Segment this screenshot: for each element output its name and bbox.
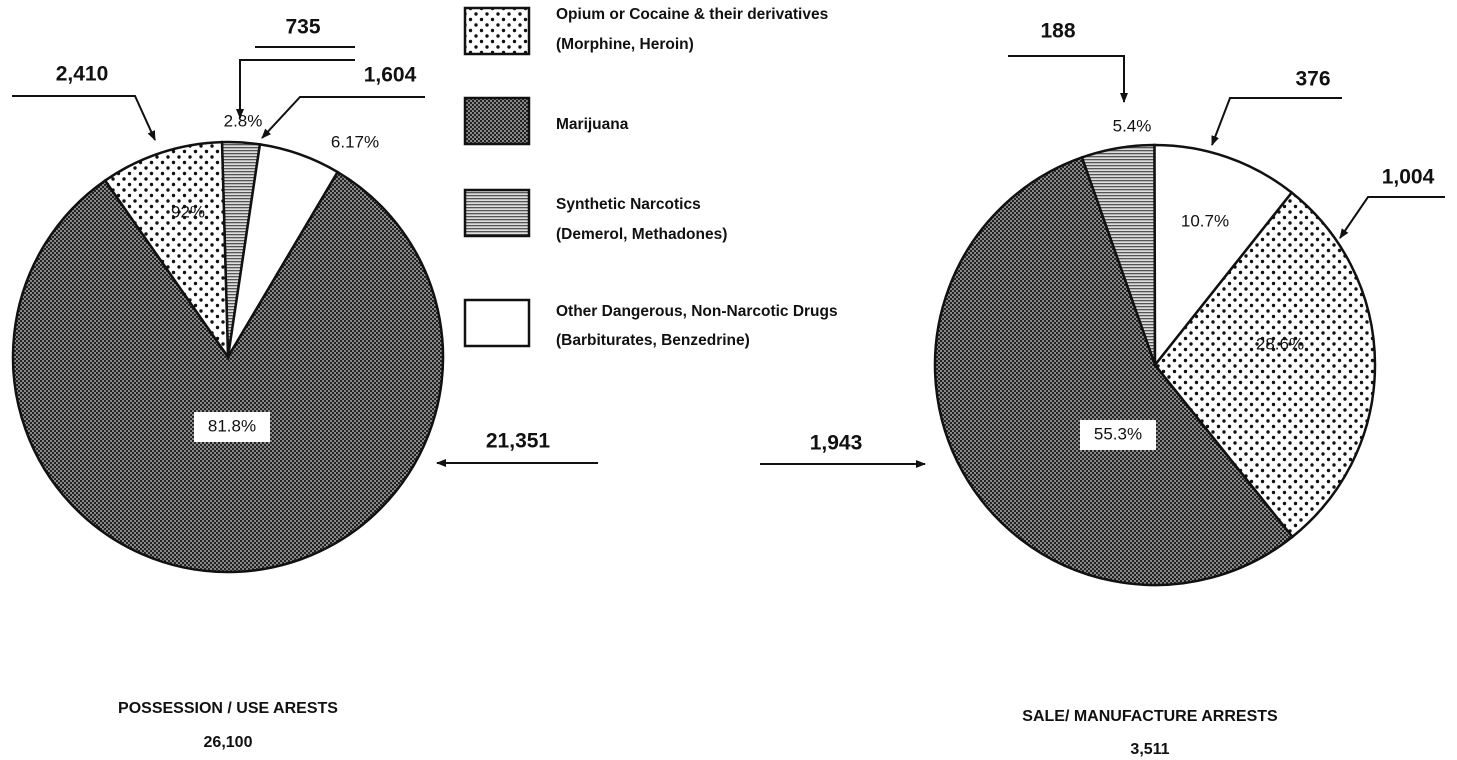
legend-swatch	[463, 96, 531, 146]
legend-label: Other Dangerous, Non-Narcotic Drugs	[556, 303, 838, 320]
legend-swatch	[463, 298, 531, 348]
legend-swatch	[463, 188, 531, 238]
legend-note: (Demerol, Methadones)	[556, 226, 727, 243]
label-box	[1080, 420, 1156, 450]
value-label: 2,410	[56, 63, 109, 86]
value-label: 1,604	[364, 64, 417, 87]
value-label: 21,351	[486, 430, 551, 453]
value-label: 188	[1040, 20, 1075, 43]
leader-line	[12, 95, 156, 141]
percent-label: 92%	[171, 202, 205, 221]
leader-line	[240, 46, 355, 118]
leader-line	[261, 96, 425, 139]
legend-note: (Barbiturates, Benzedrine)	[556, 332, 750, 349]
percent-label: 10.7%	[1181, 211, 1229, 230]
label-box	[194, 412, 270, 442]
pie-slice	[1153, 143, 1294, 369]
pie-slice	[933, 155, 1295, 587]
percent-label: 6.17%	[331, 132, 379, 151]
chart-subtitle: 26,100	[204, 734, 253, 751]
value-label: 735	[285, 16, 320, 39]
pie-slice	[1153, 190, 1377, 539]
chart-subtitle: 3,511	[1130, 741, 1169, 758]
leader-line	[1339, 196, 1445, 239]
legend-swatch	[463, 6, 531, 56]
legend-label: Marijuana	[556, 116, 629, 133]
legend-label: Opium or Cocaine & their derivatives	[556, 6, 828, 23]
percent-label: 2.8%	[224, 111, 263, 130]
pie-slice	[103, 140, 230, 362]
value-label: 1,943	[810, 432, 863, 455]
chart-title: SALE/ MANUFACTURE ARRESTS	[1022, 708, 1278, 725]
legend-note: (Morphine, Heroin)	[556, 36, 694, 53]
chart-title: POSSESSION / USE ARESTS	[118, 700, 338, 717]
leader-line	[1211, 97, 1342, 146]
value-label: 1,004	[1382, 166, 1435, 189]
percent-label: 81.8%	[208, 416, 256, 435]
value-label: 376	[1295, 68, 1330, 91]
leader-line	[1008, 55, 1128, 103]
pie-slice	[11, 170, 445, 574]
percent-label: 5.4%	[1113, 116, 1152, 135]
legend-label: Synthetic Narcotics	[556, 196, 701, 213]
percent-label: 28.6%	[1256, 334, 1304, 353]
percent-label: 55.3%	[1094, 424, 1142, 443]
